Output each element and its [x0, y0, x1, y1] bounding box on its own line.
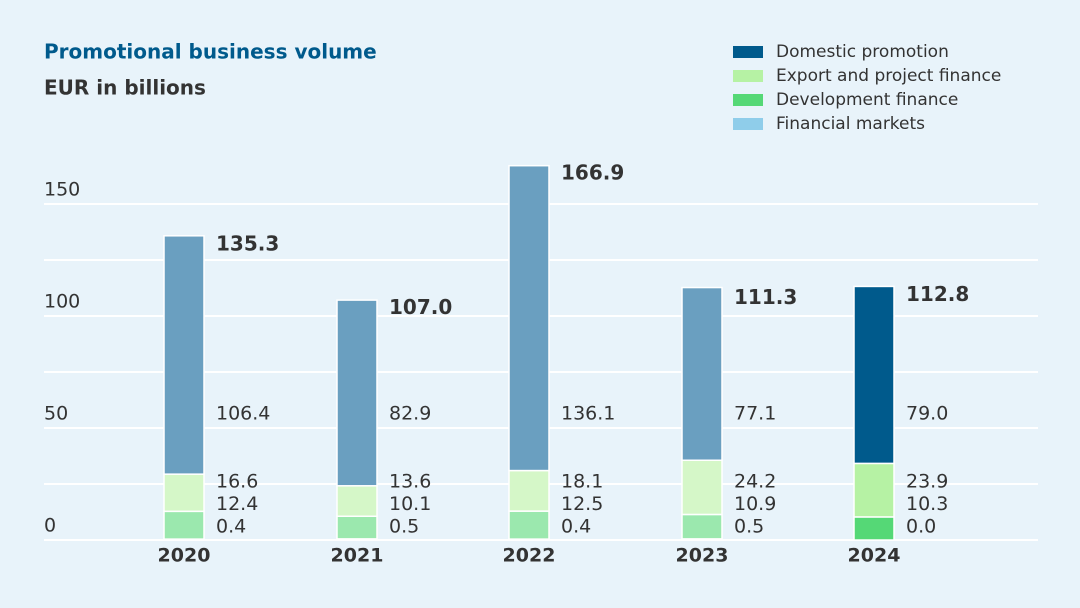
- bar-segment: [336, 299, 378, 487]
- y-tick-label: 100: [44, 291, 80, 313]
- legend-label: Financial markets: [776, 114, 925, 134]
- value-label: 77.1: [734, 403, 776, 425]
- value-label: 18.1: [561, 471, 603, 493]
- bar-segment: [336, 515, 378, 540]
- bar-segment: [853, 285, 895, 465]
- total-label: 111.3: [734, 285, 797, 309]
- value-label: 16.6: [216, 471, 258, 493]
- total-label: 112.8: [906, 282, 969, 306]
- value-label: 12.5: [561, 493, 603, 515]
- total-label: 107.0: [389, 295, 452, 319]
- value-label: 24.2: [734, 471, 776, 493]
- value-label: 0.5: [734, 516, 764, 538]
- x-tick-label: 2021: [331, 545, 384, 567]
- legend-swatch: [733, 94, 763, 106]
- x-tick-label: 2020: [158, 545, 211, 567]
- bar-segment: [681, 286, 723, 462]
- legend-swatch: [733, 70, 763, 82]
- value-label: 10.1: [389, 493, 431, 515]
- bar-segment: [681, 459, 723, 516]
- value-label: 136.1: [561, 403, 615, 425]
- bar-segment: [853, 462, 895, 518]
- total-label: 166.9: [561, 161, 624, 185]
- value-label: 10.3: [906, 493, 948, 515]
- y-tick-label: 0: [44, 515, 56, 537]
- value-label: 0.0: [906, 516, 936, 538]
- value-label: 79.0: [906, 403, 948, 425]
- value-label: 10.9: [734, 493, 776, 515]
- bar-segment: [163, 510, 205, 540]
- bar-segment: [681, 513, 723, 540]
- legend-label: Export and project finance: [776, 66, 1001, 86]
- bar-segment: [163, 473, 205, 513]
- value-label: 12.4: [216, 493, 258, 515]
- x-tick-label: 2023: [676, 545, 729, 567]
- chart-title: Promotional business volume: [44, 40, 377, 64]
- legend-swatch: [733, 118, 763, 130]
- x-tick-label: 2022: [503, 545, 556, 567]
- value-label: 0.4: [216, 516, 246, 538]
- bar-segment: [853, 516, 895, 541]
- bar-segment: [508, 469, 550, 512]
- y-tick-label: 150: [44, 179, 80, 201]
- value-label: 106.4: [216, 403, 270, 425]
- value-label: 0.4: [561, 516, 591, 538]
- legend-swatch: [733, 46, 763, 58]
- value-label: 82.9: [389, 403, 431, 425]
- bar-segment: [508, 164, 550, 472]
- legend-label: Development finance: [776, 90, 958, 110]
- chart-subtitle: EUR in billions: [44, 76, 206, 100]
- y-tick-label: 50: [44, 403, 68, 425]
- value-label: 23.9: [906, 471, 948, 493]
- value-label: 0.5: [389, 516, 419, 538]
- bar-segment: [508, 510, 550, 540]
- x-tick-label: 2024: [848, 545, 901, 567]
- legend-label: Domestic promotion: [776, 42, 949, 62]
- bar-segment: [163, 235, 205, 475]
- value-label: 13.6: [389, 471, 431, 493]
- bar-segment: [336, 485, 378, 518]
- total-label: 135.3: [216, 231, 279, 255]
